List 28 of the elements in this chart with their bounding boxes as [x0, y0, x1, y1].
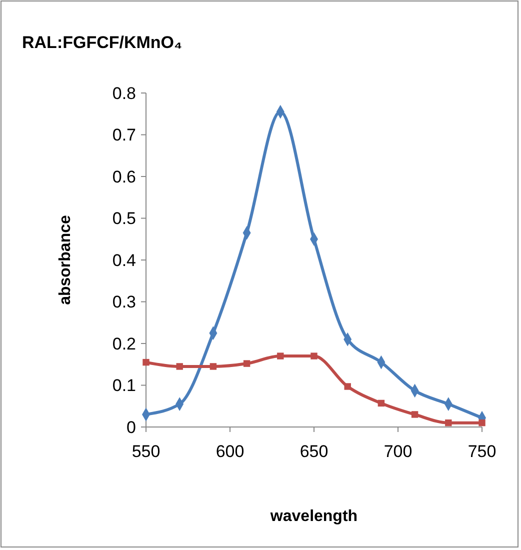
y-tick-label: 0.4: [112, 250, 136, 270]
y-tick-label: 0.1: [112, 376, 136, 396]
x-tick-label: 550: [132, 442, 160, 461]
x-tick-label: 650: [300, 442, 328, 461]
point: [445, 419, 452, 426]
point: [176, 363, 183, 370]
point: [210, 363, 217, 370]
point: [378, 400, 385, 407]
point: [310, 352, 318, 360]
x-tick-label: 600: [216, 442, 244, 461]
y-tick-label: 0.6: [112, 167, 136, 186]
point: [142, 358, 150, 366]
y-tick-label: 0.8: [112, 84, 136, 103]
point: [243, 360, 250, 367]
point: [344, 383, 351, 390]
x-tick-label: 750: [468, 442, 496, 461]
point: [411, 411, 418, 418]
x-tick-label: 700: [384, 442, 412, 461]
y-tick-label: 0.7: [112, 126, 136, 145]
y-tick-label: 0: [126, 418, 136, 437]
y-tick-label: 0.2: [112, 334, 136, 354]
point: [277, 352, 284, 360]
x-axis-title: wavelength: [269, 508, 358, 525]
y-axis-title: absorbance: [57, 214, 74, 305]
y-tick-label: 0.3: [112, 292, 136, 312]
point: [478, 419, 486, 426]
y-tick-label: 0.5: [112, 209, 136, 228]
chart-title: RAL:FGFCF/KMnO₄: [22, 33, 182, 52]
